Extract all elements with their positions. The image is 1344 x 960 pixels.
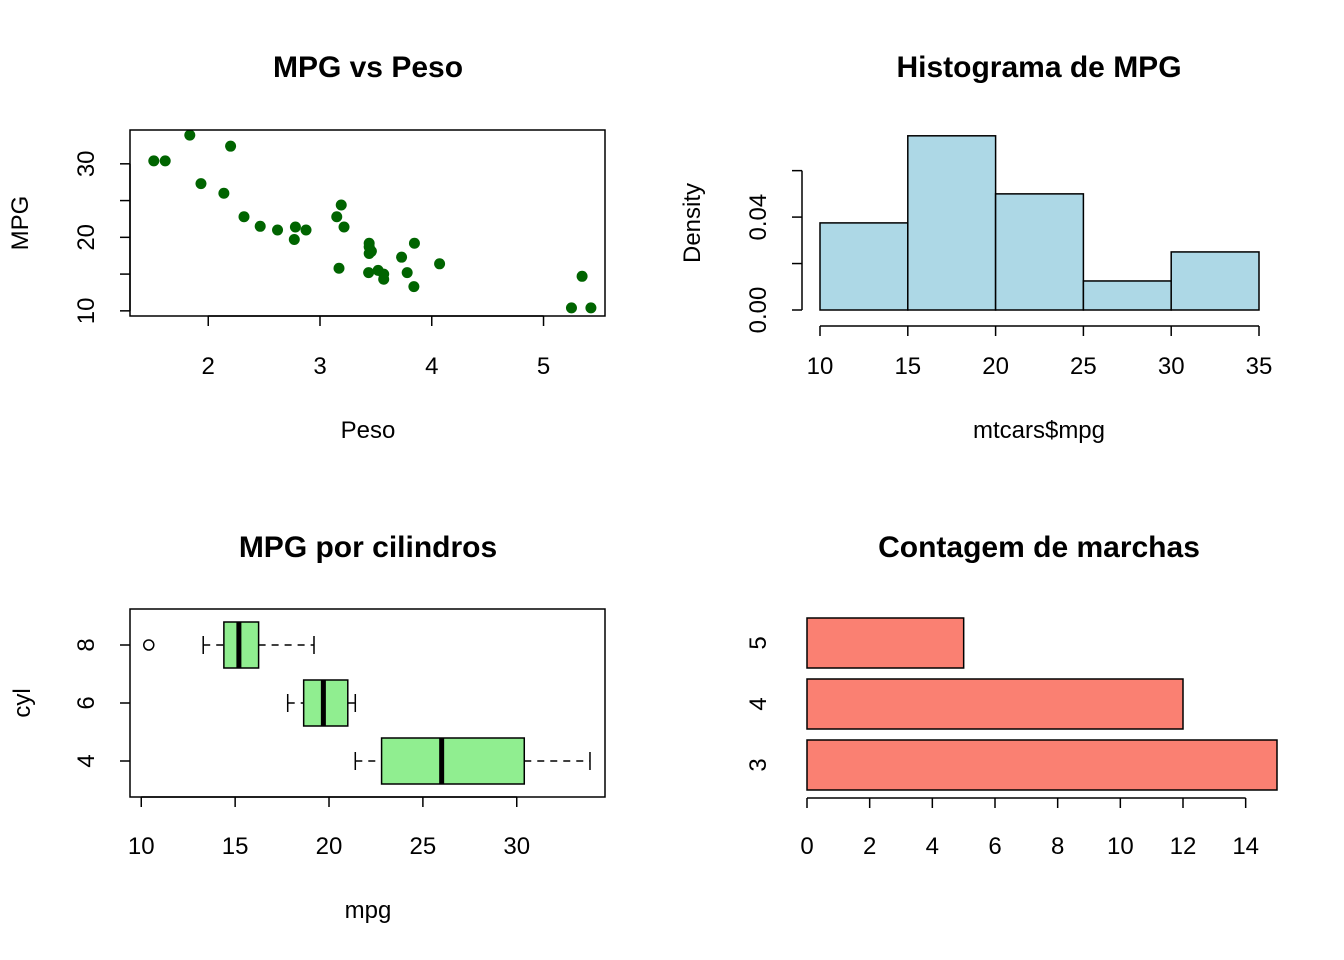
scatter-point [300, 224, 312, 236]
gears-axes: 3 4 5 0 2 4 6 8 10 12 14 [745, 636, 1259, 860]
scatter-y-tick-label: 10 [73, 298, 100, 325]
scatter-plot-box [129, 129, 606, 317]
scatter-point [338, 221, 350, 233]
boxplot-y-label: cyl [9, 688, 36, 717]
scatter-point [254, 220, 266, 232]
scatter-point [148, 155, 160, 167]
scatter-point [401, 267, 413, 279]
boxplot-outlier [143, 639, 155, 651]
boxplot-x-tick-label: 25 [410, 833, 437, 860]
scatter-point [408, 237, 420, 249]
histogram-bar [1170, 251, 1260, 311]
scatter-x-tick-label: 2 [202, 353, 215, 380]
scatter-point [195, 178, 207, 190]
histogram-x-tick-label: 35 [1246, 353, 1273, 380]
scatter-title: MPG vs Peso [273, 51, 463, 84]
scatter-x-label: Peso [341, 417, 396, 444]
scatter-point [238, 211, 250, 223]
histogram-x-tick-label: 20 [982, 353, 1009, 380]
gears-category-label: 5 [745, 636, 772, 649]
gears-bar [806, 678, 1184, 730]
histogram-y-label: Density [679, 183, 706, 263]
scatter-point [333, 262, 345, 274]
histogram-x-tick-label: 10 [807, 353, 834, 380]
scatter-point [434, 258, 446, 270]
boxplot-x-tick-label: 10 [128, 833, 155, 860]
boxplot-y-tick-label: 8 [73, 638, 100, 651]
boxplot-panel: MPG por cilindros mpg cyl 4 6 8 10 15 20 25 30 [9, 531, 606, 924]
boxplot-axes: 4 6 8 10 15 20 25 30 [73, 638, 530, 860]
scatter-point [576, 270, 588, 282]
histogram-y-tick-label: 0.04 [745, 194, 772, 241]
gears-panel: Contagem de marchas 3 4 5 0 2 4 6 8 10 12 14 [745, 531, 1278, 860]
gears-x-tick-label: 10 [1107, 833, 1134, 860]
histogram-title: Histograma de MPG [896, 51, 1181, 84]
scatter-point [159, 155, 171, 167]
scatter-point [288, 234, 300, 246]
gears-bars [806, 617, 1278, 791]
histogram-x-tick-label: 25 [1070, 353, 1097, 380]
histogram-x-tick-label: 30 [1158, 353, 1185, 380]
boxplot-plot-box [129, 608, 606, 798]
scatter-x-tick-label: 4 [425, 353, 438, 380]
gears-x-tick-label: 0 [800, 833, 813, 860]
boxplot-x-tick-label: 30 [503, 833, 530, 860]
scatter-point [585, 302, 597, 314]
gears-x-tick-label: 4 [926, 833, 939, 860]
gears-category-label: 4 [745, 697, 772, 710]
histogram-bars [819, 135, 1260, 311]
scatter-x-tick-label: 3 [313, 353, 326, 380]
histogram-bar [994, 193, 1085, 311]
scatter-point [378, 268, 390, 280]
histogram-panel: Histograma de MPG mtcars$mpg Density 10 1… [679, 51, 1272, 444]
histogram-y-tick-label: 0.00 [745, 287, 772, 334]
scatter-point [272, 224, 284, 236]
gears-x-tick-label: 8 [1051, 833, 1064, 860]
scatter-point [289, 221, 301, 233]
scatter-y-tick-label: 30 [73, 150, 100, 177]
histogram-bar [1082, 280, 1172, 311]
histogram-bar [907, 135, 997, 311]
histogram-x-tick-label: 15 [894, 353, 921, 380]
gears-category-label: 3 [745, 758, 772, 771]
scatter-points [148, 129, 597, 314]
scatter-y-tick-label: 20 [73, 224, 100, 251]
boxplot-y-tick-label: 4 [73, 754, 100, 767]
histogram-bar [819, 222, 909, 311]
scatter-point [184, 129, 196, 141]
scatter-point [363, 267, 375, 279]
scatter-x-tick-label: 5 [537, 353, 550, 380]
boxplot-box [380, 737, 526, 785]
gears-x-tick-label: 12 [1170, 833, 1197, 860]
gears-bar [806, 617, 965, 669]
gears-title: Contagem de marchas [878, 531, 1200, 564]
boxplot-x-tick-label: 15 [222, 833, 249, 860]
boxplot-title: MPG por cilindros [239, 531, 497, 564]
gears-x-tick-label: 14 [1232, 833, 1259, 860]
boxplot-x-tick-label: 20 [316, 833, 343, 860]
histogram-x-label: mtcars$mpg [973, 417, 1105, 444]
scatter-panel: MPG vs Peso Peso MPG 2 3 4 5 10 20 30 [7, 51, 606, 444]
gears-x-tick-label: 6 [988, 833, 1001, 860]
scatter-point [363, 237, 375, 249]
scatter-point [335, 199, 347, 211]
scatter-point [396, 251, 408, 263]
scatter-point [225, 140, 237, 152]
boxplot-boxes [143, 621, 591, 785]
gears-x-tick-label: 2 [863, 833, 876, 860]
histogram-axes: 10 15 20 25 30 35 0.00 0.04 [745, 169, 1273, 380]
scatter-point [565, 302, 577, 314]
boxplot-x-label: mpg [345, 897, 392, 924]
scatter-point [408, 281, 420, 293]
scatter-y-label: MPG [7, 196, 34, 251]
scatter-point [363, 248, 375, 260]
scatter-point [331, 211, 343, 223]
boxplot-y-tick-label: 6 [73, 696, 100, 709]
gears-bar [806, 739, 1278, 791]
scatter-point [218, 187, 230, 199]
